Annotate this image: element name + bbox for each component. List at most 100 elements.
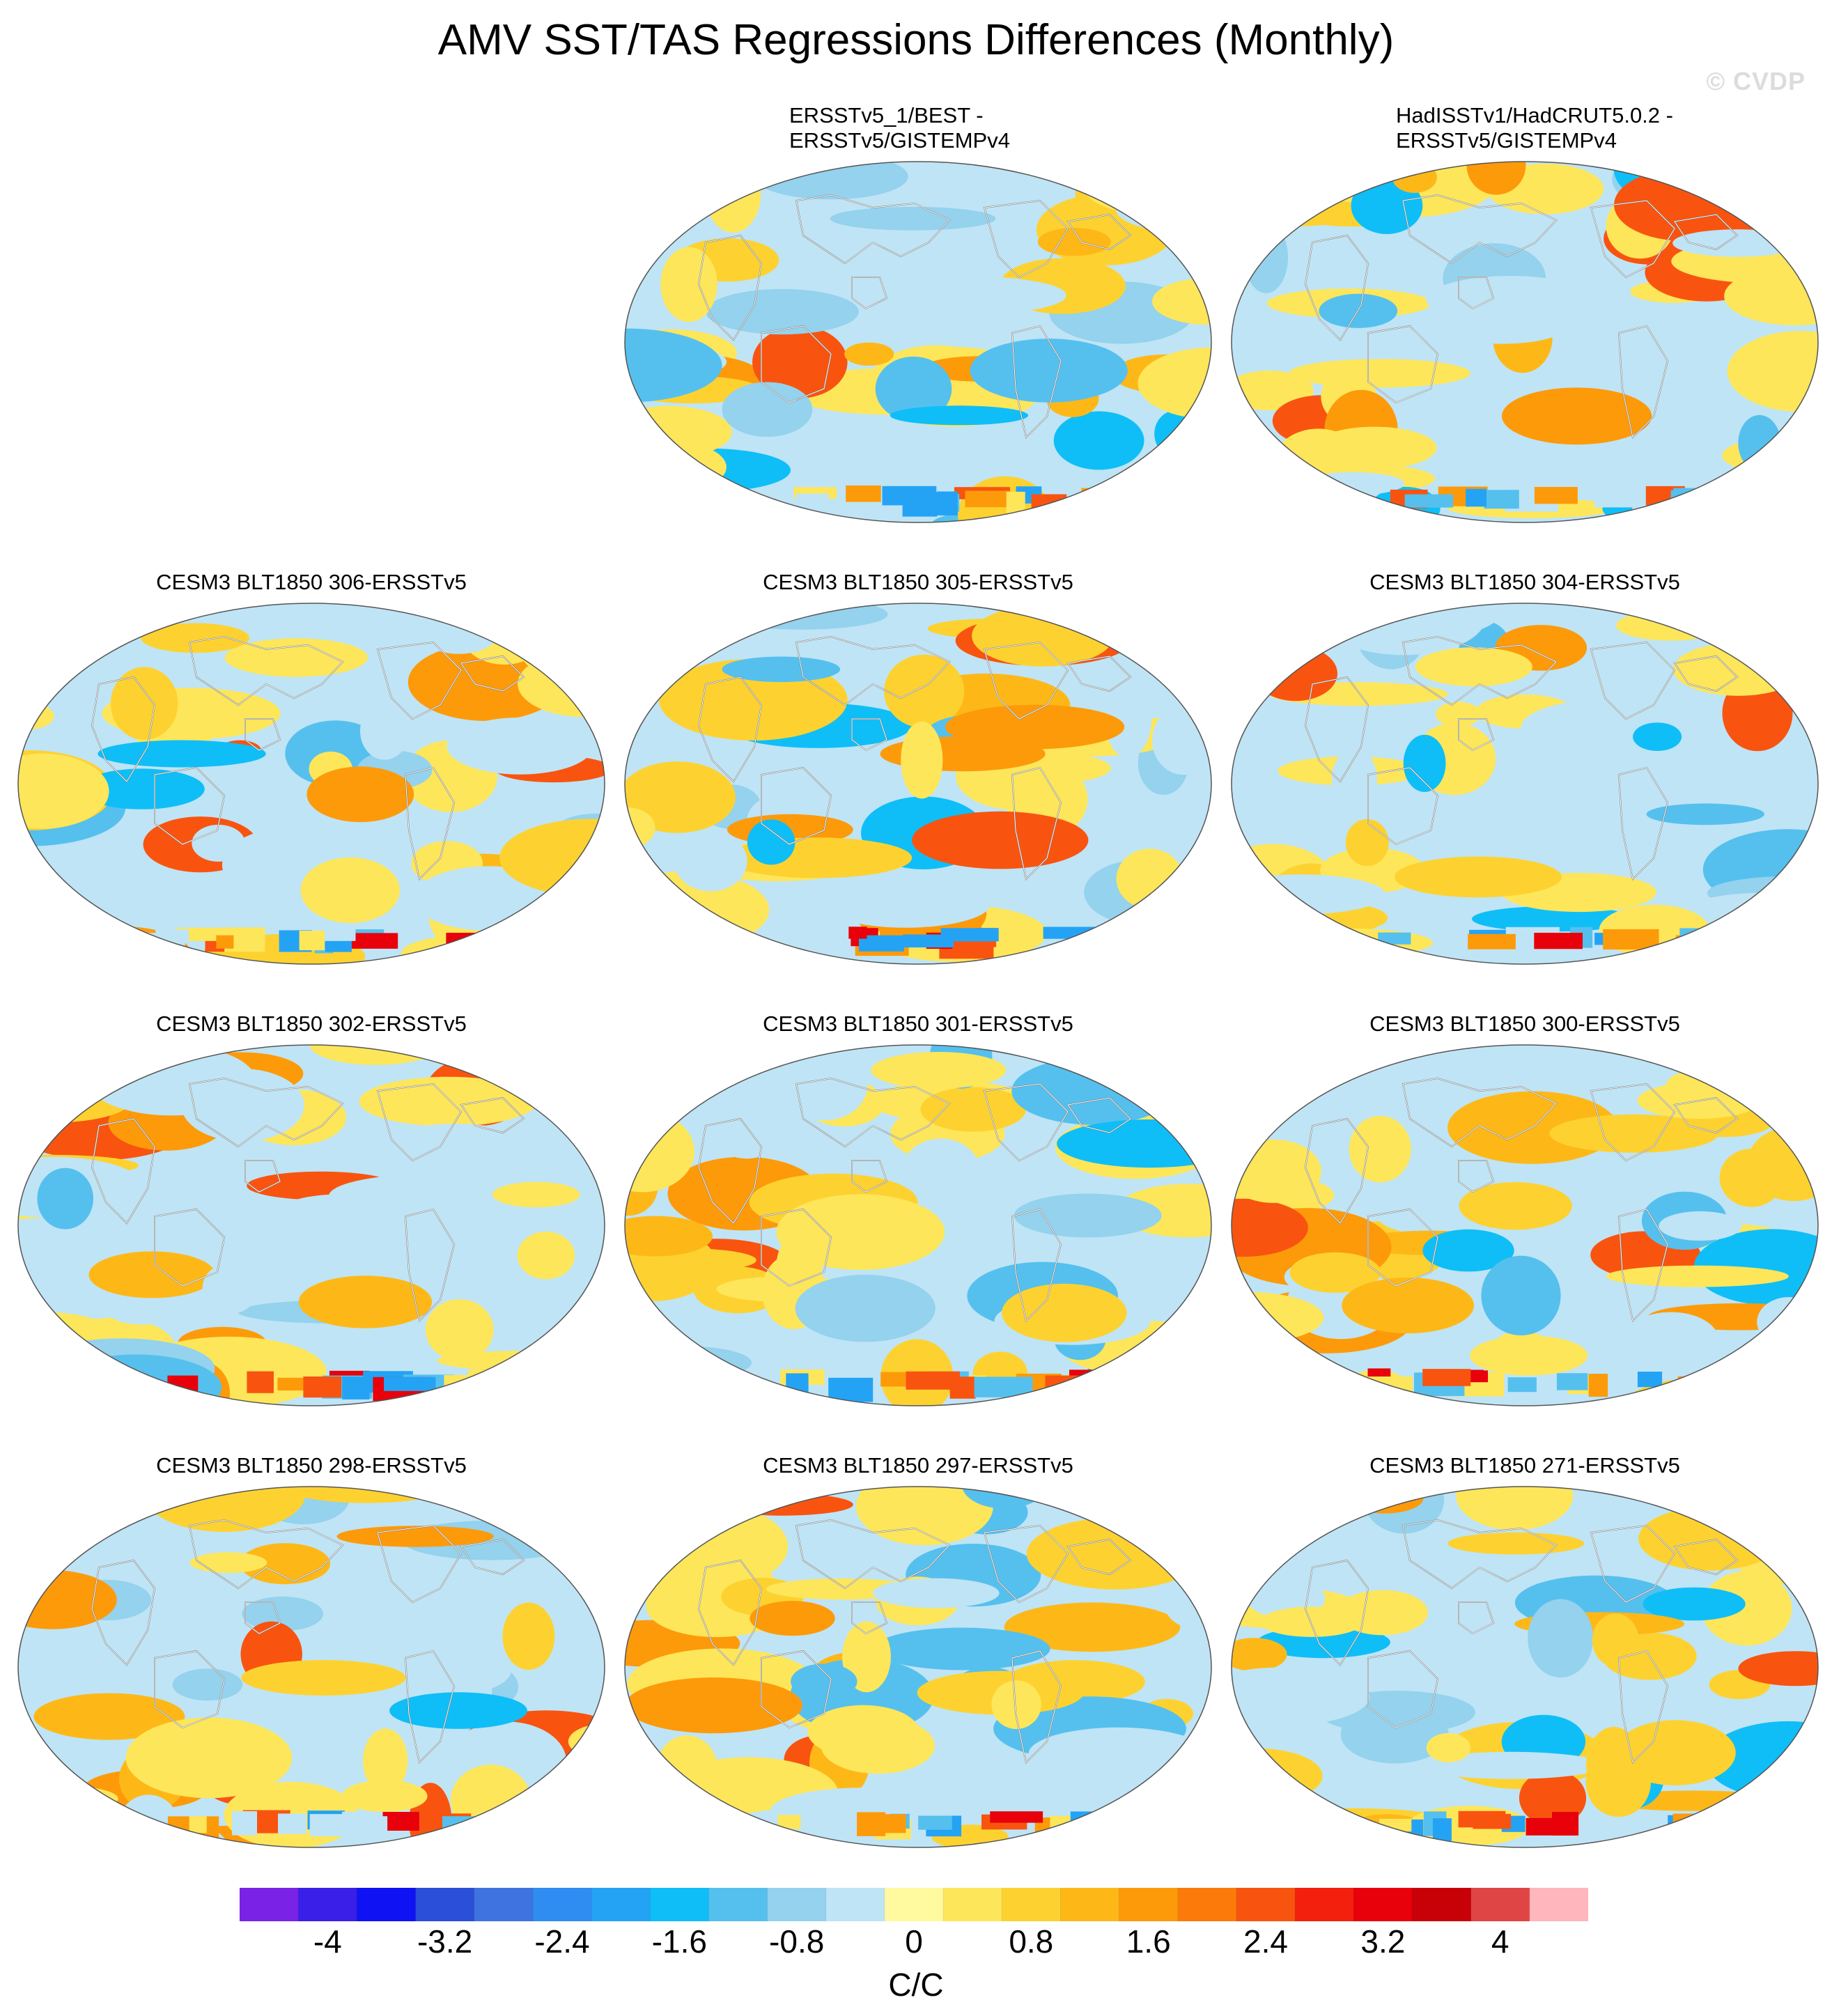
coastline-highlight <box>1618 1209 1668 1322</box>
anomaly-region <box>1769 870 1818 917</box>
anomaly-region <box>111 1304 174 1325</box>
anomaly-region <box>625 1677 802 1734</box>
anomaly-region <box>625 1346 752 1380</box>
polar-anomaly-cell <box>786 1373 809 1396</box>
anomaly-region <box>625 458 672 504</box>
panel-title: CESM3 BLT1850 302-ERSSTv5 <box>156 1011 467 1036</box>
anomaly-region <box>1481 1255 1561 1335</box>
coastline-highlight <box>1067 656 1131 692</box>
anomaly-region <box>1232 603 1284 660</box>
anomaly-region <box>363 1728 408 1794</box>
coastline-highlight <box>761 1650 832 1728</box>
coastline-highlight <box>377 1083 462 1161</box>
anomaly-region <box>1422 1229 1514 1272</box>
polar-anomaly-cell <box>232 1811 257 1836</box>
coastline-highlight <box>1011 1209 1062 1322</box>
regression-map <box>624 161 1212 523</box>
coastline-highlight <box>984 200 1069 278</box>
anomaly-region <box>872 1578 1000 1608</box>
coastline-highlight <box>851 1602 887 1634</box>
polar-anomaly-cell <box>1594 492 1634 508</box>
polar-anomaly-cell <box>795 493 829 515</box>
anomaly-region <box>1028 1727 1209 1781</box>
anomaly-region <box>1592 1613 1639 1667</box>
anomaly-region <box>1415 647 1532 687</box>
polar-anomaly-cell <box>902 492 938 517</box>
colorbar-tick-label: 4 <box>1491 1923 1509 1960</box>
polar-anomaly-cell <box>167 1375 199 1391</box>
polar-anomaly-cell <box>384 1377 436 1391</box>
anomaly-region <box>1337 1590 1428 1636</box>
coastline-highlight <box>189 1078 343 1147</box>
colorbar-tick-label: -2.4 <box>534 1923 590 1960</box>
panel-title: CESM3 BLT1850 297-ERSSTv5 <box>763 1453 1073 1478</box>
polar-anomaly-cell <box>1045 1375 1096 1392</box>
anomaly-region <box>18 1370 134 1406</box>
coastline-highlight <box>1458 277 1494 309</box>
anomaly-region <box>1519 1770 1587 1826</box>
anomaly-region <box>1039 1069 1097 1098</box>
anomaly-region <box>1255 1388 1332 1406</box>
anomaly-region <box>1053 411 1144 470</box>
coastline-highlight <box>761 325 832 403</box>
anomaly-region <box>1646 803 1764 825</box>
anomaly-region <box>752 325 848 398</box>
coastline-highlight <box>1305 676 1369 782</box>
anomaly-region <box>1470 1335 1588 1376</box>
anomaly-region <box>1342 1277 1474 1334</box>
anomaly-region <box>1472 906 1634 932</box>
panel-title: CESM3 BLT1850 304-ERSSTv5 <box>1369 570 1680 594</box>
polar-anomaly-cell <box>1050 1815 1107 1837</box>
anomaly-region <box>1456 1487 1574 1530</box>
coastline-highlight <box>460 1539 525 1575</box>
anomaly-region <box>1701 1571 1792 1646</box>
polar-anomaly-cell <box>1466 488 1486 507</box>
polar-anomaly-cell <box>1701 930 1758 955</box>
polar-anomaly-cell <box>1556 1373 1588 1390</box>
anomaly-region <box>1105 1058 1211 1099</box>
anomaly-region <box>970 339 1128 403</box>
anomaly-region <box>903 1138 979 1200</box>
regression-map <box>1231 1486 1819 1848</box>
coastline-highlight <box>1674 656 1738 692</box>
polar-anomaly-cell <box>936 491 958 515</box>
coastline-highlight <box>1618 1650 1668 1764</box>
polar-anomaly-cell <box>481 1813 499 1838</box>
polar-anomaly-cell <box>278 1813 306 1834</box>
colorbar-swatch <box>1353 1888 1413 1921</box>
coastline-highlight <box>851 1160 887 1193</box>
anomaly-region <box>88 1251 216 1298</box>
coastline-highlight <box>1067 214 1131 250</box>
polar-anomaly-cell <box>299 931 325 951</box>
panel-title: HadISSTv1/HadCRUT5.0.2 - ERSSTv5/GISTEMP… <box>1396 103 1673 153</box>
anomaly-region <box>1331 747 1377 812</box>
anomaly-region <box>281 1194 396 1226</box>
colorbar-swatch <box>1470 1888 1530 1921</box>
coastline-highlight <box>1590 1083 1675 1161</box>
colorbar-swatch <box>298 1888 357 1921</box>
colorbar-tick-label: 2.4 <box>1243 1923 1288 1960</box>
anomaly-region <box>18 929 96 949</box>
colorbar-swatch <box>767 1888 827 1921</box>
polar-anomaly-cell <box>1422 1369 1471 1386</box>
coastline-highlight <box>189 1519 343 1589</box>
coastline-highlight <box>1305 1560 1369 1666</box>
anomaly-region <box>1426 1732 1471 1762</box>
anomaly-region <box>172 1668 243 1701</box>
coastline-highlight <box>761 767 832 845</box>
polar-anomaly-cell <box>869 1814 906 1833</box>
anomaly-region <box>1004 1602 1181 1652</box>
anomaly-region <box>502 1602 555 1670</box>
coastline-highlight <box>1590 200 1675 278</box>
anomaly-region <box>644 1045 701 1074</box>
anomaly-region <box>1138 347 1211 419</box>
coastline-highlight <box>1402 636 1557 706</box>
polar-anomaly-cell <box>1507 1377 1537 1393</box>
coastline-highlight <box>377 1525 462 1603</box>
polar-anomaly-cell <box>247 1371 274 1393</box>
polar-anomaly-cell <box>1100 1816 1131 1834</box>
coastline-highlight <box>1674 214 1738 250</box>
anomaly-region <box>807 1705 919 1758</box>
anomaly-region <box>1289 1252 1381 1293</box>
coastline-highlight <box>405 1650 455 1764</box>
